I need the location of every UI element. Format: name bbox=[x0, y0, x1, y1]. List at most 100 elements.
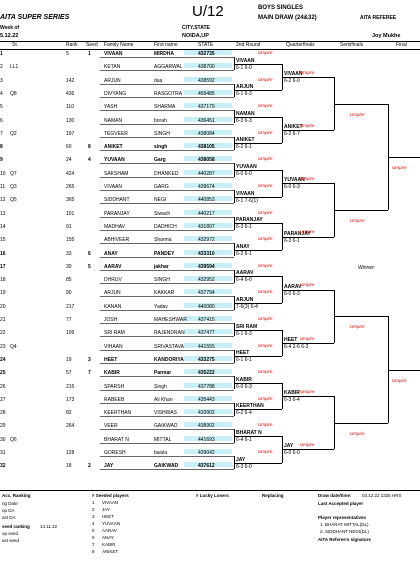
seed-no-5: 5 bbox=[92, 528, 95, 533]
player-first-name: VISHWAS bbox=[154, 410, 177, 417]
player-first-name: Sharma bbox=[154, 237, 172, 244]
table-row: 11 Q3 265 VIVAAN GARG 439674 bbox=[0, 182, 240, 196]
qf-score: 6-0 6-3 bbox=[284, 290, 300, 297]
state-highlight bbox=[184, 355, 232, 361]
r2-score: 6-1 6-3 bbox=[236, 91, 252, 98]
r2-winner-name: YUVAAN bbox=[236, 164, 257, 171]
qf-winner: YUVAAN bbox=[284, 177, 305, 183]
player-rank: 264 bbox=[66, 423, 75, 430]
event-title: BOYS SINGLES bbox=[258, 5, 304, 11]
state-highlight bbox=[184, 50, 232, 55]
r2-winner-name: ANAY bbox=[236, 243, 250, 250]
player-family-name: SAKSHAM bbox=[104, 170, 129, 177]
r2-winner: SRI RAM bbox=[236, 324, 257, 330]
entry-status: Q6 bbox=[10, 436, 17, 443]
seed-player-8: ANIKET bbox=[102, 549, 119, 554]
r2-connector bbox=[282, 276, 283, 304]
player-state-id: 440080 bbox=[198, 303, 215, 310]
state-highlight bbox=[184, 129, 232, 135]
seeded-players-label: # Seeded players bbox=[92, 493, 129, 498]
row-line bbox=[100, 150, 234, 152]
table-row: 31 128 GORESH baisla 439042 bbox=[0, 448, 240, 462]
state-highlight bbox=[184, 222, 232, 228]
player-state-id: 431897 bbox=[198, 223, 215, 230]
r2-score: 6-3 6-1 bbox=[236, 224, 252, 231]
row-line bbox=[100, 389, 234, 391]
umpire-label: Umpire bbox=[258, 209, 273, 215]
seed-player-2: JAY bbox=[102, 507, 110, 512]
player-family-name: SRI RAM bbox=[104, 330, 125, 337]
player-state-id: 433902 bbox=[198, 410, 215, 417]
sf-line bbox=[334, 103, 388, 105]
player-rank: 82 bbox=[66, 410, 72, 417]
player-state-id: 438058 bbox=[198, 157, 215, 164]
player-seed: 3 bbox=[88, 356, 91, 363]
draw-position: 13 bbox=[0, 210, 6, 217]
draw-position: 10 bbox=[0, 170, 6, 177]
player-state-id: 436451 bbox=[198, 117, 215, 124]
draw-position: 26 bbox=[0, 383, 6, 390]
state-highlight bbox=[184, 156, 232, 162]
row-line bbox=[100, 203, 234, 205]
row-line bbox=[100, 229, 234, 231]
state-highlight bbox=[184, 422, 232, 428]
seed-no-8: 8 bbox=[92, 549, 95, 554]
qf-score: 6-2 6-0 bbox=[284, 77, 300, 84]
player-state-id: 439674 bbox=[198, 184, 215, 190]
row-line bbox=[100, 83, 234, 85]
r2-winner: VIVAAN bbox=[236, 191, 255, 197]
player-rank: 155 bbox=[66, 237, 75, 244]
r2-winner: BHARAT N bbox=[236, 430, 262, 436]
qf-line bbox=[282, 342, 334, 344]
player-seed: 5 bbox=[88, 263, 91, 270]
col-state: STATE bbox=[198, 42, 214, 48]
player-state-id: 433310 bbox=[198, 250, 215, 257]
r2-winner-name: KABIR bbox=[236, 376, 252, 383]
umpire-label: Umpire bbox=[350, 111, 365, 117]
player-first-name: Singh bbox=[154, 383, 167, 390]
state-highlight bbox=[184, 249, 232, 255]
player-family-name: KEERTHAN bbox=[104, 410, 132, 417]
r2-winner-name: NAMAN bbox=[236, 110, 255, 117]
player-first-name: AGGARWAL bbox=[154, 64, 183, 71]
week-date: 5.12.22 bbox=[0, 33, 19, 39]
r2-winner: ANAY bbox=[236, 244, 250, 250]
draw-position: 31 bbox=[0, 450, 6, 456]
r2-line bbox=[234, 116, 282, 118]
r1-connector bbox=[234, 376, 235, 390]
table-row: 23 Q4 VIHAAN SRIVASTAVA 441555 bbox=[0, 342, 240, 356]
seed-ranking-label: seed ranking bbox=[2, 524, 30, 529]
player-state-id: 435443 bbox=[198, 396, 215, 403]
player-seed: 7 bbox=[88, 370, 91, 377]
r2-winner: KEERTHAN bbox=[236, 403, 264, 409]
player-state-id: 437794 bbox=[198, 290, 215, 297]
qf-winner: KABIR bbox=[284, 390, 300, 396]
draw-date-value: 03.12.22 1335 HRS bbox=[362, 493, 402, 498]
draw-position: 8 bbox=[0, 144, 3, 151]
table-row: 7 Q2 197 TEGVEER SINGH 438084 bbox=[0, 129, 240, 143]
final-line bbox=[388, 369, 420, 371]
seed-player-3: HEET bbox=[102, 514, 115, 519]
r2-line bbox=[234, 249, 282, 251]
player-state-id: 441693 bbox=[198, 436, 215, 443]
umpire-label: Umpire bbox=[258, 76, 273, 82]
r2-winner-name: JAY bbox=[236, 456, 246, 463]
umpire-label: Umpire bbox=[300, 122, 315, 128]
qf-winner: ANIKET bbox=[284, 124, 303, 130]
table-row: 5 110 YASH SHARMA 437179 bbox=[0, 102, 240, 116]
player-reps-label: Player representatives bbox=[318, 515, 367, 520]
player-state-id: 459485 bbox=[198, 90, 215, 97]
player-seed: 8 bbox=[88, 144, 91, 151]
row-line bbox=[100, 256, 234, 258]
r2-line bbox=[234, 170, 282, 172]
player-first-name: KANDORIYA bbox=[154, 356, 184, 363]
player-first-name: DADHICH bbox=[154, 223, 177, 230]
r1-connector bbox=[234, 83, 235, 97]
r1-connector bbox=[234, 163, 235, 177]
player-state-id: 440853 bbox=[198, 197, 215, 204]
qf-line bbox=[282, 130, 334, 132]
player-family-name: SIDDHANT bbox=[104, 197, 130, 204]
table-row: 27 173 RABEEB Ali Khan 435443 bbox=[0, 395, 240, 409]
draw-position: 11 bbox=[0, 184, 6, 190]
umpire-label: Umpire bbox=[300, 335, 315, 341]
